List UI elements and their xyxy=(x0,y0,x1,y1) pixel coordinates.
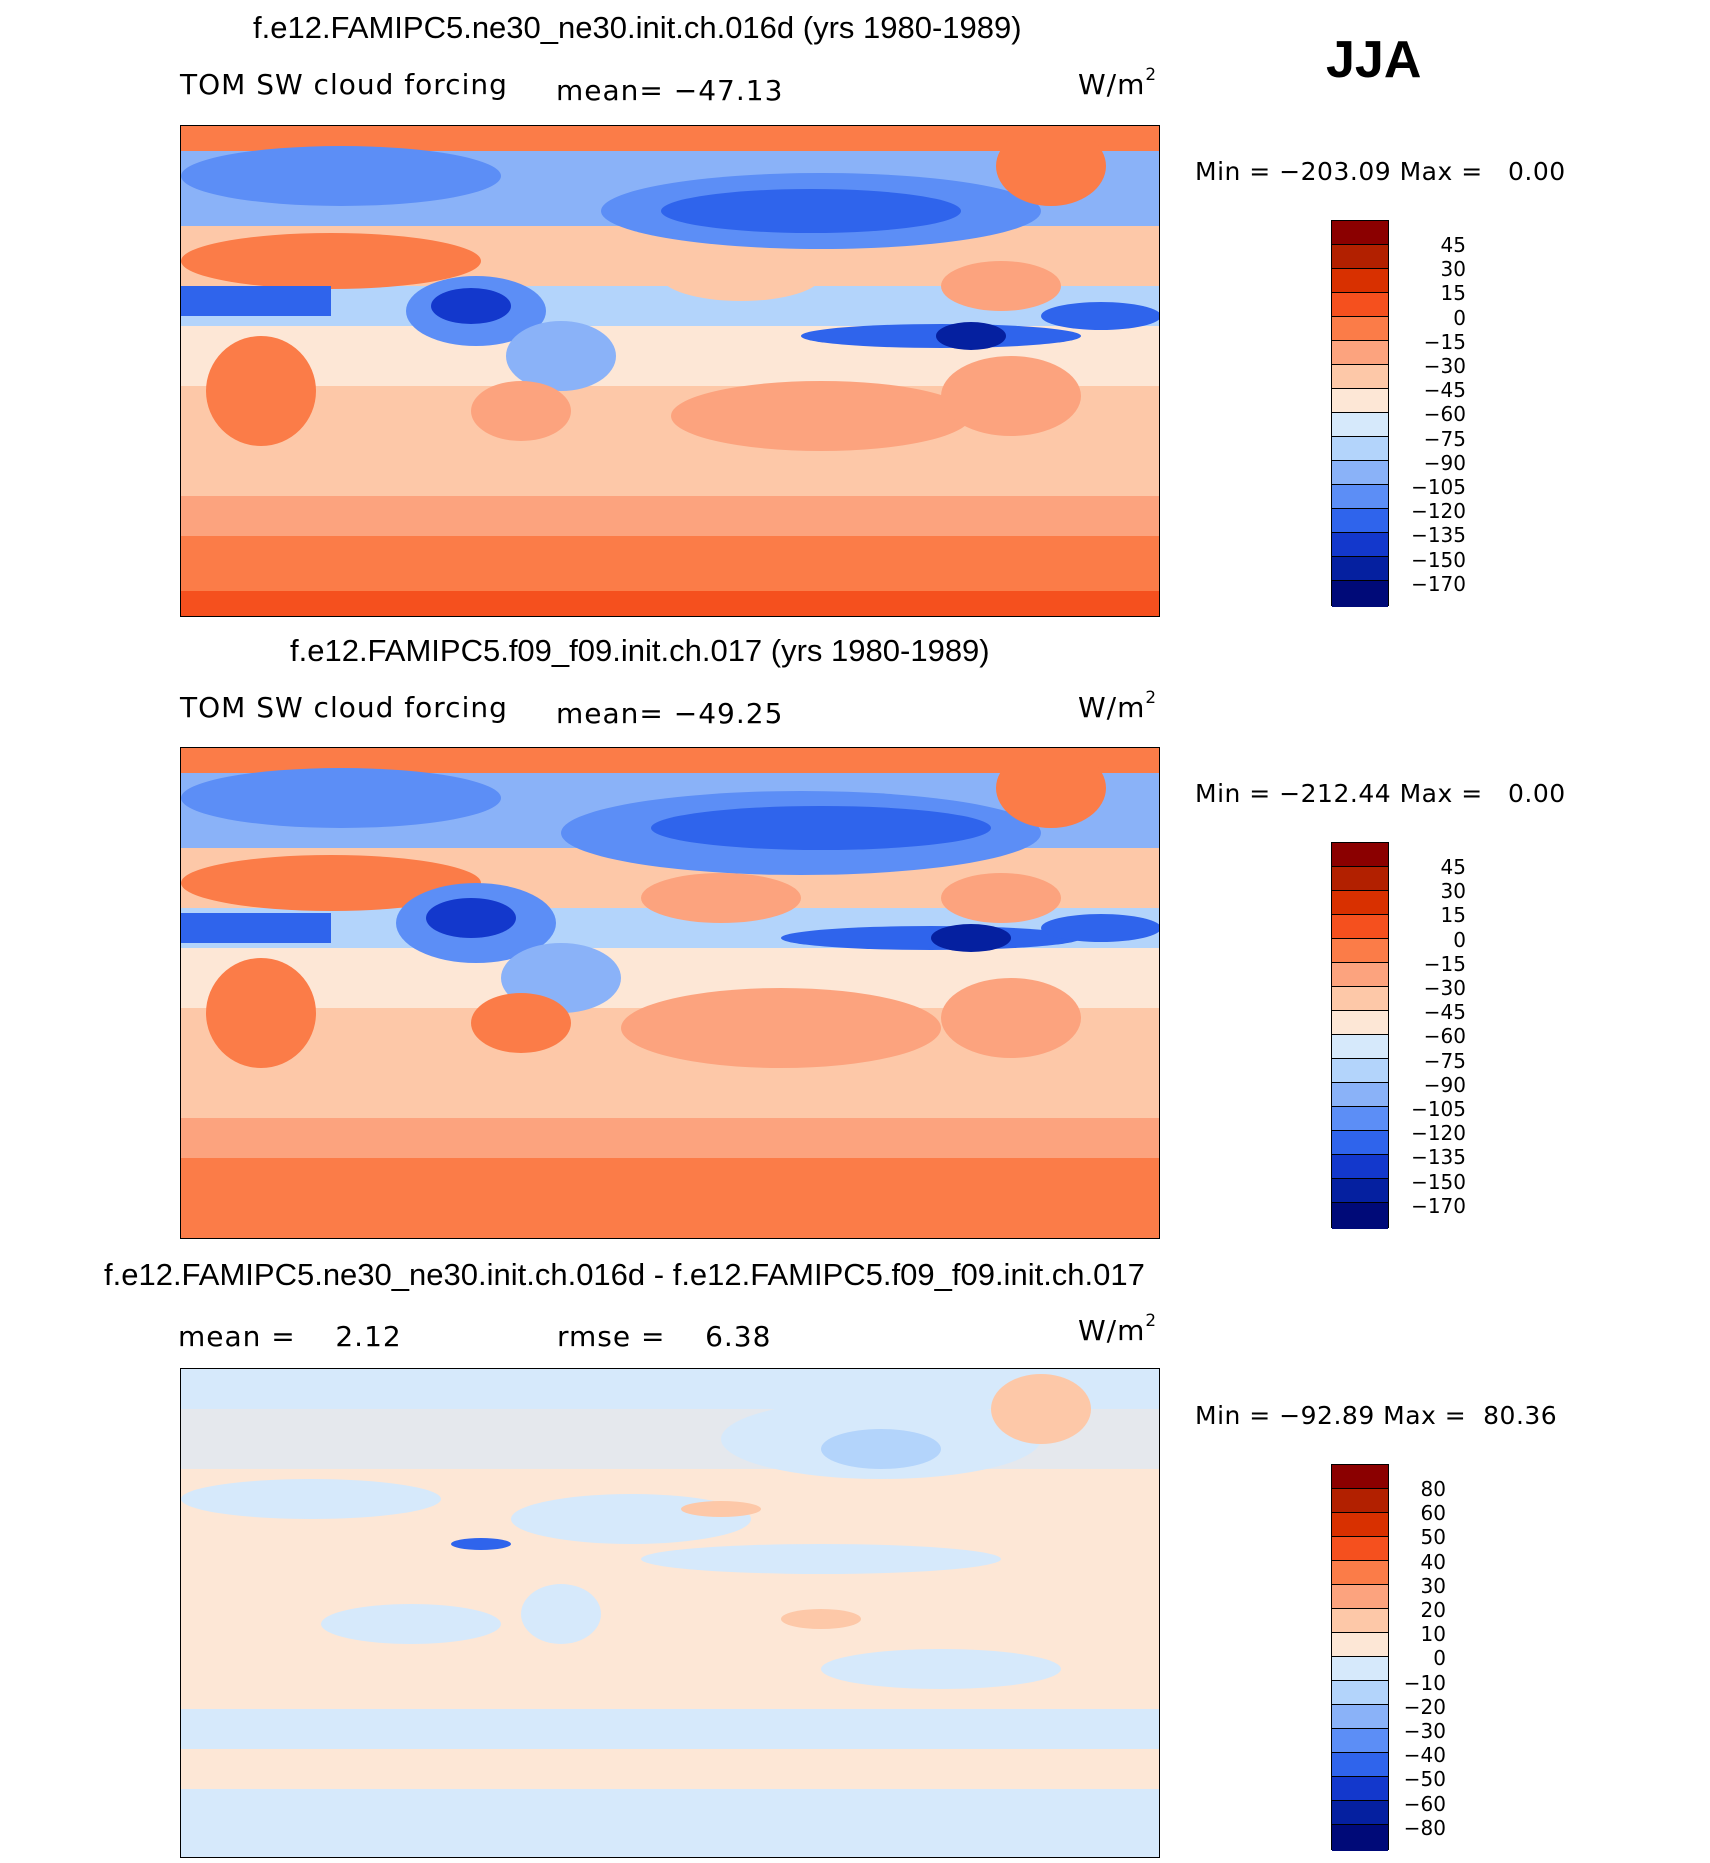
panel1-variable: TOM SW cloud forcing xyxy=(180,68,508,101)
panel1-units: W/m2 xyxy=(1078,64,1158,101)
panel3-minmax: Min = −92.89 Max = 80.36 xyxy=(1195,1401,1558,1430)
panel2-units: W/m2 xyxy=(1078,687,1158,724)
panel3-title: f.e12.FAMIPC5.ne30_ne30.init.ch.016d - f… xyxy=(104,1257,1145,1292)
panel1-title: f.e12.FAMIPC5.ne30_ne30.init.ch.016d (yr… xyxy=(253,10,1022,45)
panel2-map-field xyxy=(181,748,1159,1238)
panel3-units: W/m2 xyxy=(1078,1310,1158,1347)
panel3-map-field xyxy=(181,1369,1159,1857)
panel3-rmse: rmse = 6.38 xyxy=(557,1320,772,1353)
panel2-minmax: Min = −212.44 Max = 0.00 xyxy=(1195,779,1566,808)
panel2-colorbar xyxy=(1331,842,1389,1229)
panel1-colorbar xyxy=(1331,220,1389,607)
panel1-map xyxy=(180,125,1160,617)
panel2-map xyxy=(180,747,1160,1239)
panel3-map xyxy=(180,1368,1160,1858)
panel2-variable: TOM SW cloud forcing xyxy=(180,691,508,724)
panel1-colorbar-ticks: 45 30 15 0 −15 −30 −45 −60 −75 −90 −105 −120 −135 −15… xyxy=(1411,233,1466,596)
panel2-colorbar-ticks: 45 30 15 0 −15 −30 −45 −60 −75 −90 −105 −120 −135 −15… xyxy=(1411,855,1466,1218)
panel2-title: f.e12.FAMIPC5.f09_f09.init.ch.017 (yrs 1… xyxy=(290,633,990,668)
season-label: JJA xyxy=(1326,31,1422,89)
panel3-colorbar xyxy=(1331,1464,1389,1851)
panel2-mean: mean= −49.25 xyxy=(556,697,784,730)
panel1-map-field xyxy=(181,126,1159,616)
panel3-mean: mean = 2.12 xyxy=(178,1320,402,1353)
panel1-mean: mean= −47.13 xyxy=(556,74,784,107)
panel3-colorbar-ticks: 80 60 50 40 30 20 10 0 −10 −20 −30 −40 −50 −60 −80 xyxy=(1403,1477,1446,1840)
panel1-minmax: Min = −203.09 Max = 0.00 xyxy=(1195,157,1566,186)
